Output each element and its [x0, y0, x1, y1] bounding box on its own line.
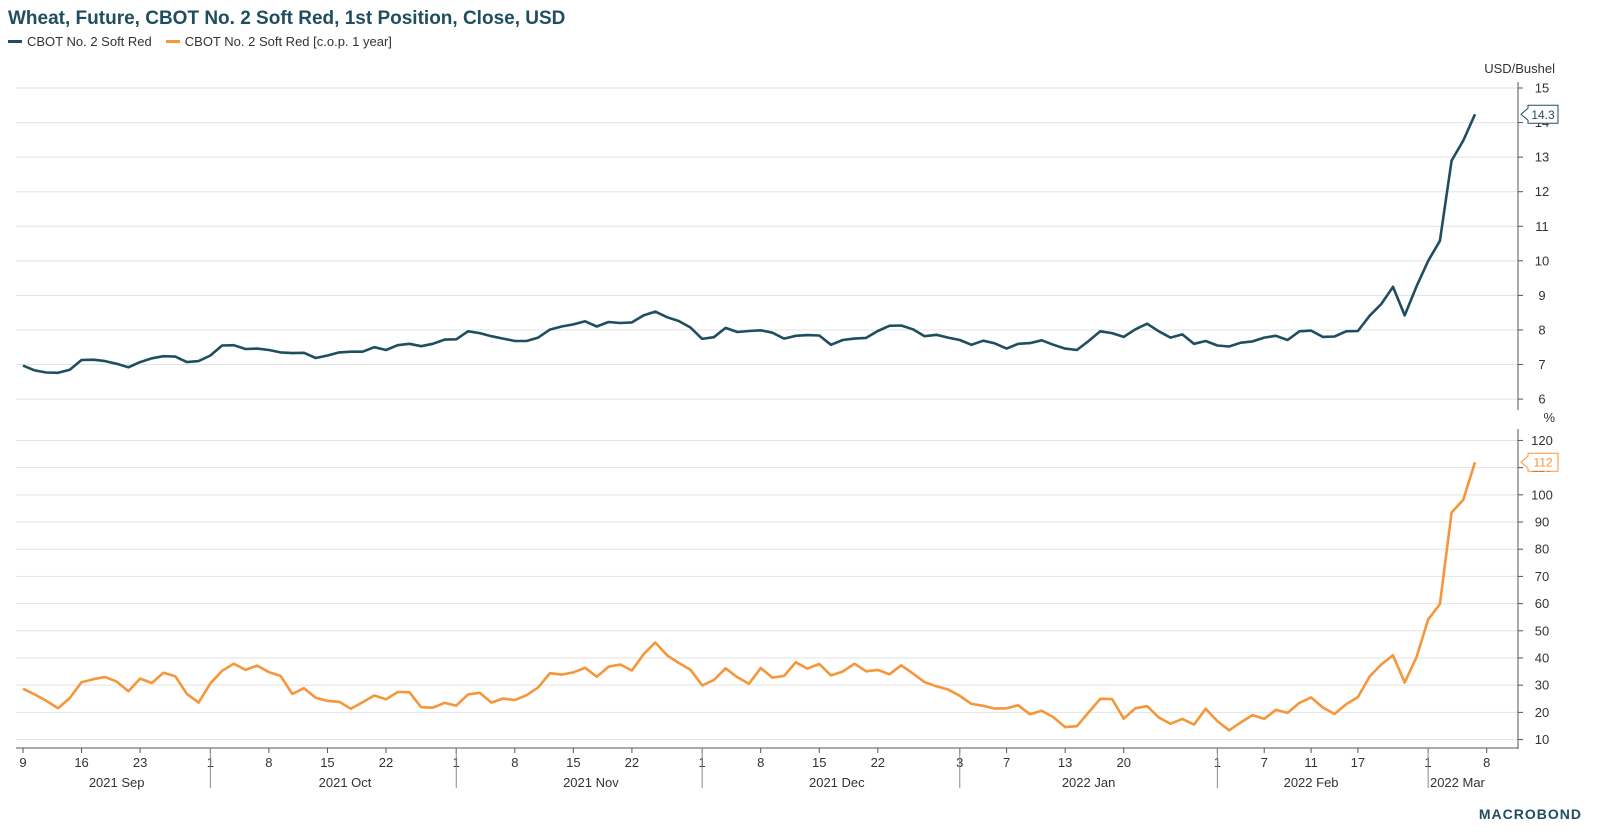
legend-item-yoy[interactable]: CBOT No. 2 Soft Red [c.o.p. 1 year] [165, 34, 392, 49]
x-month-label: 2022 Jan [1062, 775, 1116, 790]
x-tick-label: 22 [379, 755, 393, 770]
chart-title: Wheat, Future, CBOT No. 2 Soft Red, 1st … [8, 8, 566, 29]
price-ytick-label: 10 [1535, 253, 1549, 268]
legend: CBOT No. 2 Soft Red CBOT No. 2 Soft Red … [8, 34, 392, 49]
x-tick-label: 8 [757, 755, 764, 770]
x-tick-label: 15 [566, 755, 580, 770]
x-tick-label: 8 [265, 755, 272, 770]
x-tick-label: 16 [74, 755, 88, 770]
yoy-last-value-badge [1520, 452, 1559, 472]
yoy-ytick-label: 30 [1535, 678, 1549, 693]
x-month-label: 2022 Mar [1430, 775, 1486, 790]
x-tick-label: 11 [1304, 755, 1318, 770]
legend-label-price: CBOT No. 2 Soft Red [27, 34, 152, 49]
legend-swatch-yoy [165, 40, 180, 43]
x-tick-label: 23 [133, 755, 147, 770]
x-tick-label: 15 [812, 755, 826, 770]
x-tick-label: 20 [1116, 755, 1130, 770]
price-ytick-label: 13 [1535, 150, 1549, 165]
x-month-label: 2021 Oct [319, 775, 372, 790]
x-tick-label: 22 [625, 755, 639, 770]
yoy-ytick-label: 10 [1535, 732, 1549, 747]
x-month-label: 2021 Dec [809, 775, 865, 790]
price-ytick-label: 9 [1538, 288, 1545, 303]
x-month-label: 2021 Nov [563, 775, 619, 790]
price-last-value-label: 14.3 [1531, 108, 1555, 122]
yoy-ytick-label: 20 [1535, 705, 1549, 720]
x-month-label: 2021 Sep [89, 775, 145, 790]
x-tick-label: 9 [19, 755, 26, 770]
x-tick-label: 8 [511, 755, 518, 770]
x-tick-label: 7 [1003, 755, 1010, 770]
x-tick-label: 7 [1261, 755, 1268, 770]
macrobond-logo: MACROBOND [1478, 806, 1582, 822]
price-ytick-label: 8 [1538, 322, 1545, 337]
x-tick-label: 13 [1058, 755, 1072, 770]
legend-label-yoy: CBOT No. 2 Soft Red [c.o.p. 1 year] [184, 34, 392, 49]
x-tick-label: 15 [320, 755, 334, 770]
price-unit-label: USD/Bushel [1484, 61, 1555, 76]
price-ytick-label: 7 [1538, 357, 1545, 372]
yoy-ytick-label: 80 [1535, 542, 1549, 557]
x-tick-label: 17 [1351, 755, 1365, 770]
price-series-line [22, 113, 1477, 375]
yoy-ytick-label: 120 [1531, 433, 1553, 448]
x-tick-label: 8 [1483, 755, 1490, 770]
price-ytick-label: 12 [1535, 184, 1549, 199]
yoy-ytick-label: 50 [1535, 623, 1549, 638]
price-ytick-label: 11 [1535, 219, 1549, 234]
yoy-series-line [22, 461, 1477, 732]
legend-swatch-price [8, 40, 22, 43]
yoy-ytick-label: 70 [1535, 569, 1549, 584]
yoy-ytick-label: 40 [1535, 650, 1549, 665]
yoy-ytick-label: 60 [1535, 596, 1549, 611]
yoy-ytick-label: 90 [1535, 515, 1549, 530]
x-month-label: 2022 Feb [1284, 775, 1339, 790]
yoy-last-value-label: 112 [1533, 456, 1552, 470]
price-ytick-label: 6 [1538, 392, 1545, 407]
legend-item-price[interactable]: CBOT No. 2 Soft Red [8, 34, 152, 49]
yoy-ytick-label: 100 [1531, 487, 1553, 502]
price-ytick-label: 15 [1535, 81, 1549, 96]
price-last-value-badge [1520, 104, 1559, 124]
x-tick-label: 22 [871, 755, 885, 770]
yoy-unit-label: % [1543, 410, 1555, 425]
